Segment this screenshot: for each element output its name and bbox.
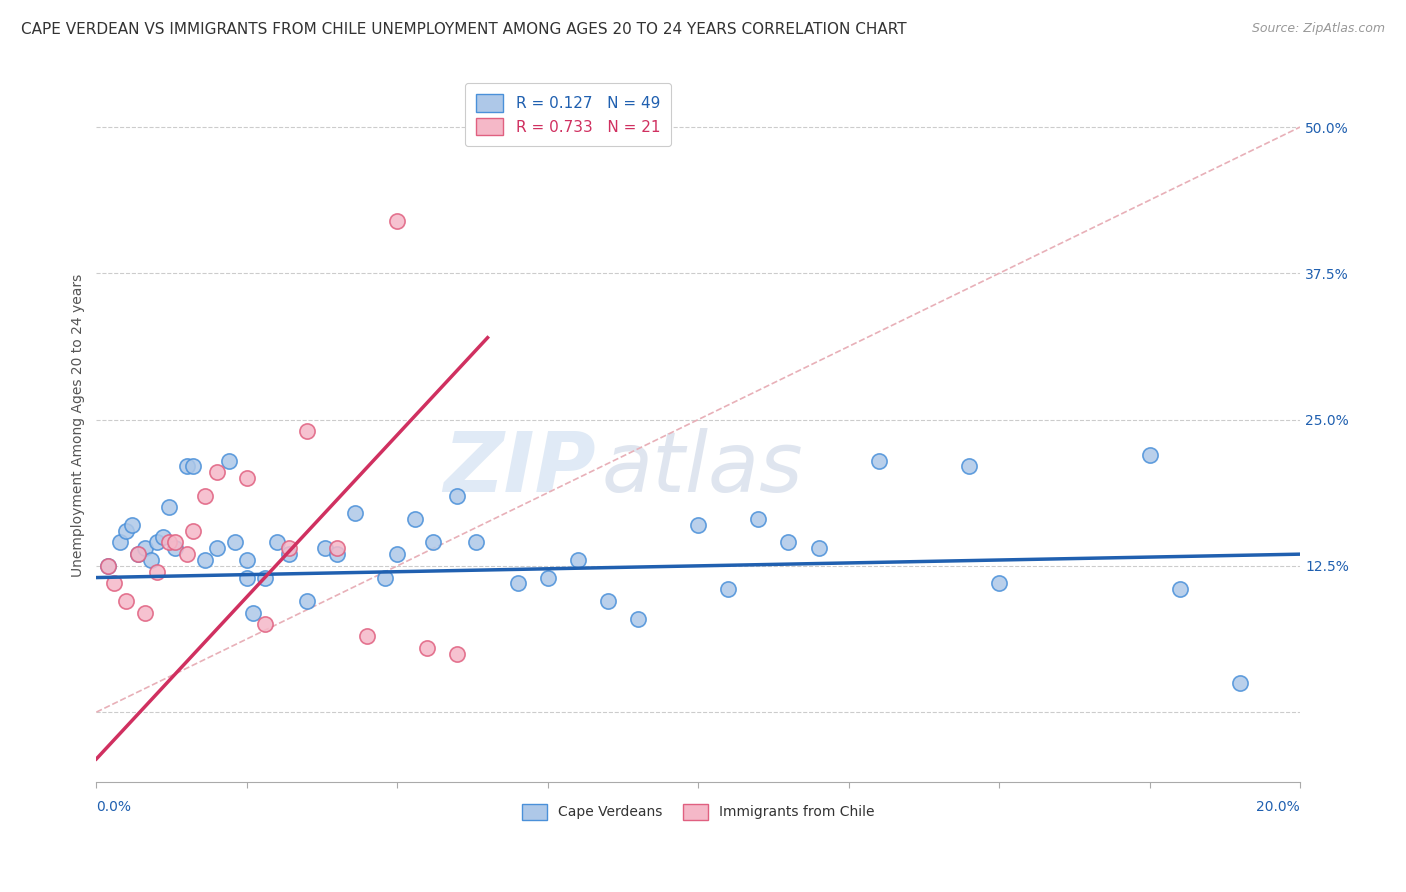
- Point: [121, 517, 143, 532]
- Point: [97, 558, 120, 573]
- Y-axis label: Unemployment Among Ages 20 to 24 years: Unemployment Among Ages 20 to 24 years: [72, 274, 86, 577]
- Point: [145, 535, 167, 549]
- Point: [115, 594, 138, 608]
- Point: [152, 530, 174, 544]
- Point: [446, 489, 468, 503]
- Point: [176, 459, 198, 474]
- Text: CAPE VERDEAN VS IMMIGRANTS FROM CHILE UNEMPLOYMENT AMONG AGES 20 TO 24 YEARS COR: CAPE VERDEAN VS IMMIGRANTS FROM CHILE UN…: [21, 22, 907, 37]
- Point: [242, 606, 264, 620]
- Point: [295, 425, 318, 439]
- Point: [134, 541, 156, 556]
- Point: [567, 553, 589, 567]
- Point: [1139, 448, 1161, 462]
- Point: [163, 535, 186, 549]
- Point: [374, 570, 396, 584]
- Point: [236, 471, 259, 485]
- Point: [266, 535, 288, 549]
- Point: [127, 547, 149, 561]
- Point: [224, 535, 246, 549]
- Point: [181, 524, 204, 538]
- Point: [596, 594, 619, 608]
- Point: [205, 541, 228, 556]
- Text: atlas: atlas: [602, 428, 804, 508]
- Point: [176, 547, 198, 561]
- Point: [103, 576, 125, 591]
- Point: [778, 535, 800, 549]
- Point: [416, 640, 439, 655]
- Point: [747, 512, 769, 526]
- Point: [145, 565, 167, 579]
- Point: [236, 553, 259, 567]
- Point: [387, 547, 409, 561]
- Point: [194, 489, 217, 503]
- Point: [537, 570, 560, 584]
- Point: [134, 606, 156, 620]
- Point: [295, 594, 318, 608]
- Point: [717, 582, 740, 597]
- Point: [236, 570, 259, 584]
- Point: [387, 213, 409, 227]
- Point: [253, 617, 276, 632]
- Point: [163, 541, 186, 556]
- Point: [356, 629, 378, 643]
- Point: [404, 512, 426, 526]
- Point: [344, 506, 367, 520]
- Point: [1168, 582, 1191, 597]
- Point: [218, 453, 240, 467]
- Point: [627, 611, 650, 625]
- Text: 0.0%: 0.0%: [97, 800, 131, 814]
- Point: [278, 541, 301, 556]
- Text: ZIP: ZIP: [443, 428, 596, 508]
- Point: [194, 553, 217, 567]
- Point: [988, 576, 1011, 591]
- Legend: Cape Verdeans, Immigrants from Chile: Cape Verdeans, Immigrants from Chile: [516, 798, 880, 825]
- Point: [446, 647, 468, 661]
- Point: [868, 453, 890, 467]
- Point: [157, 535, 180, 549]
- Point: [139, 553, 162, 567]
- Point: [157, 500, 180, 515]
- Point: [807, 541, 830, 556]
- Point: [253, 570, 276, 584]
- Point: [110, 535, 132, 549]
- Text: 20.0%: 20.0%: [1257, 800, 1301, 814]
- Text: Source: ZipAtlas.com: Source: ZipAtlas.com: [1251, 22, 1385, 36]
- Point: [1229, 676, 1251, 690]
- Point: [127, 547, 149, 561]
- Point: [205, 465, 228, 479]
- Point: [464, 535, 486, 549]
- Point: [326, 547, 349, 561]
- Point: [957, 459, 980, 474]
- Point: [422, 535, 444, 549]
- Point: [326, 541, 349, 556]
- Point: [181, 459, 204, 474]
- Point: [506, 576, 529, 591]
- Point: [688, 517, 710, 532]
- Point: [115, 524, 138, 538]
- Point: [97, 558, 120, 573]
- Point: [314, 541, 336, 556]
- Point: [278, 547, 301, 561]
